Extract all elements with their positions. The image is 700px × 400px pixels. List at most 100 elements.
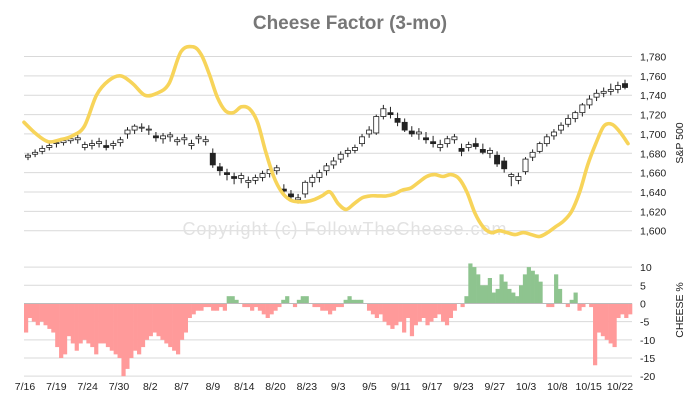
cheese-bars [24, 263, 633, 377]
chart-title: Cheese Factor (3-mo) [253, 13, 447, 34]
cheese-bar [324, 303, 329, 311]
cheese-bar [277, 303, 282, 308]
cheese-bar [234, 299, 239, 304]
candle [380, 104, 387, 120]
lower-axis-title: CHEESE % [674, 282, 686, 337]
x-tick-label: 9/11 [391, 381, 411, 393]
cheese-bar [441, 303, 446, 322]
cheese-bar [398, 303, 403, 322]
candle [309, 174, 316, 188]
cheese-bar [187, 303, 192, 318]
cheese-bar [491, 292, 496, 304]
cheese-bar [176, 303, 181, 355]
cheese-bar [530, 270, 535, 304]
candle [96, 137, 103, 148]
cheese-bar [460, 303, 465, 308]
cheese-bar [339, 303, 344, 308]
cheese-bar [468, 263, 473, 304]
cheese-bar [534, 274, 539, 304]
cheese-bar [507, 288, 512, 304]
upper-y-tick-label: 1,760 [640, 71, 666, 83]
upper-y-tick-label: 1,780 [640, 52, 666, 64]
cheese-bar [355, 299, 360, 304]
x-tick-label: 10/22 [607, 381, 633, 393]
x-tick-label: 9/3 [331, 381, 346, 393]
cheese-bar [242, 303, 247, 308]
candle [145, 125, 152, 135]
cheese-bar [304, 296, 309, 304]
cheese-bar [624, 303, 629, 318]
x-tick-label: 9/5 [362, 381, 377, 393]
candle [337, 151, 344, 163]
cheese-bar [253, 303, 259, 308]
lower-y-tick-label: 0 [640, 298, 646, 310]
cheese-bar [429, 303, 434, 322]
candle [273, 164, 280, 175]
cheese-bar [620, 303, 625, 315]
upper-y-tick-label: 1,680 [640, 148, 666, 160]
cheese-bar [214, 303, 220, 311]
cheese-bar [98, 303, 103, 344]
candle [259, 170, 266, 182]
cheese-bar [328, 303, 333, 315]
cheese-bar [156, 303, 161, 337]
cheese-bar [608, 303, 613, 344]
cheese-bar [94, 303, 99, 355]
cheese-bar [378, 303, 383, 315]
cheese-bar [82, 303, 87, 340]
candle [408, 126, 415, 137]
cheese-bar [394, 303, 399, 326]
candle [586, 95, 593, 109]
cheese-bar [581, 303, 586, 308]
cheese-bar [78, 303, 83, 344]
x-tick-label: 7/30 [109, 381, 130, 393]
x-tick-label: 8/23 [297, 381, 318, 393]
x-tick-label: 10/3 [516, 381, 537, 393]
candle [543, 133, 550, 147]
cheese-bar [604, 303, 609, 340]
cheese-bar [285, 296, 290, 304]
cheese-bar [39, 303, 44, 322]
candle [316, 169, 323, 183]
upper-axis-title: S&P 500 [674, 122, 686, 163]
cheese-bar [51, 303, 56, 333]
candle [558, 122, 564, 134]
candle [202, 135, 209, 146]
cheese-bar [316, 303, 321, 308]
candle [46, 142, 53, 151]
x-tick-label: 8/9 [206, 381, 221, 393]
candle [32, 149, 39, 158]
cheese-bar [402, 303, 407, 333]
x-tick-label: 9/23 [453, 381, 474, 393]
candle [465, 141, 472, 152]
cheese-bar [476, 274, 481, 304]
cheese-bar [148, 303, 153, 337]
watermark-text: Copyright (c) FollowTheCheese.com [182, 219, 507, 239]
cheese-bar [207, 303, 212, 308]
cheese-bar [230, 296, 235, 304]
candle [593, 89, 600, 102]
candle [394, 112, 401, 127]
cheese-bar [211, 303, 216, 311]
x-tick-label: 7/24 [77, 381, 98, 393]
cheese-bar [472, 267, 477, 304]
candle [81, 141, 88, 151]
candle [472, 137, 479, 150]
upper-y-tick-label: 1,740 [640, 90, 666, 102]
cheese-bar [300, 296, 305, 304]
cheese-bar [117, 303, 122, 358]
x-tick-label: 7/19 [46, 381, 67, 393]
candle [614, 81, 621, 94]
cheese-bar [612, 303, 617, 348]
x-tick-label: 10/8 [547, 381, 568, 393]
x-tick-label: 10/15 [576, 381, 602, 393]
cheese-bar [121, 303, 126, 377]
cheese-bar [246, 303, 251, 308]
cheese-bar [464, 296, 469, 304]
candle [25, 153, 31, 161]
candle [415, 128, 422, 140]
candle [160, 132, 166, 144]
candle [344, 147, 351, 158]
x-tick-label: 8/20 [265, 381, 286, 393]
cheese-bar [172, 303, 177, 351]
